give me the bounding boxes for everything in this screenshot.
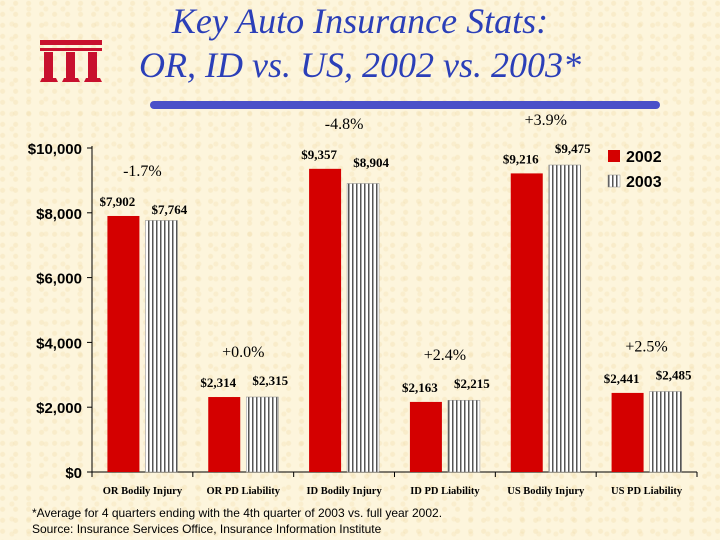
bar-2002 [409,401,442,472]
data-label-2002: $2,314 [200,375,236,390]
bar-2002 [107,215,140,472]
bar-2002 [510,173,543,472]
y-tick-label: $2,000 [36,400,82,417]
y-tick-label: $8,000 [36,206,82,223]
bar-2003 [548,164,581,473]
legend-swatch-2003 [607,174,621,188]
data-label-2002: $9,357 [301,147,337,162]
footnote-average: *Average for 4 quarters ending with the … [32,506,443,520]
title-line-2: OR, ID vs. US, 2002 vs. 2003* [139,45,581,85]
bar-2003 [346,183,380,473]
bar-2002 [611,392,644,472]
footnote-source: Source: Insurance Services Office, Insur… [32,522,382,536]
bar-2003 [447,399,481,473]
data-label-2002: $9,216 [503,151,539,166]
percent-change-label: -1.7% [123,163,162,180]
bar-2003 [649,391,682,473]
data-label-2003: $7,764 [152,202,188,217]
bar-2002 [309,168,342,473]
data-label-2003: $8,904 [353,155,389,170]
data-label-2002: $7,902 [100,194,136,209]
legend-swatch-2002 [608,150,620,162]
percent-change-label: +2.4% [424,347,466,364]
percent-change-label: +2.5% [625,338,667,355]
bar-2003 [246,396,279,473]
legend-label-2002: 2002 [626,149,662,166]
percent-change-label: +3.9% [525,112,567,129]
iii-logo-icon [40,40,102,82]
y-tick-label: $4,000 [36,335,82,352]
y-tick-label: $6,000 [36,271,82,288]
title-divider [150,101,660,109]
category-label: OR Bodily Injury [103,486,183,497]
category-label: US PD Liability [611,486,683,497]
bar-2002 [208,397,241,472]
y-tick-label: $10,000 [28,141,82,158]
category-label: ID PD Liability [410,486,480,497]
data-label-2002: $2,441 [604,371,640,386]
percent-change-label: +0.0% [222,344,264,361]
category-label: ID Bodily Injury [306,486,382,497]
percent-change-label: -4.8% [325,116,364,133]
bar-2003 [145,220,178,473]
y-tick-label: $0 [65,465,82,482]
category-label: US Bodily Injury [507,486,585,497]
data-label-2003: $2,485 [656,367,692,382]
data-label-2002: $2,163 [402,380,438,395]
category-label: OR PD Liability [206,486,280,497]
title-line-1: Key Auto Insurance Stats: [171,1,549,41]
legend-label-2003: 2003 [626,174,662,191]
data-label-2003: $2,215 [454,376,490,391]
data-label-2003: $9,475 [555,141,591,156]
data-label-2003: $2,315 [252,373,288,388]
